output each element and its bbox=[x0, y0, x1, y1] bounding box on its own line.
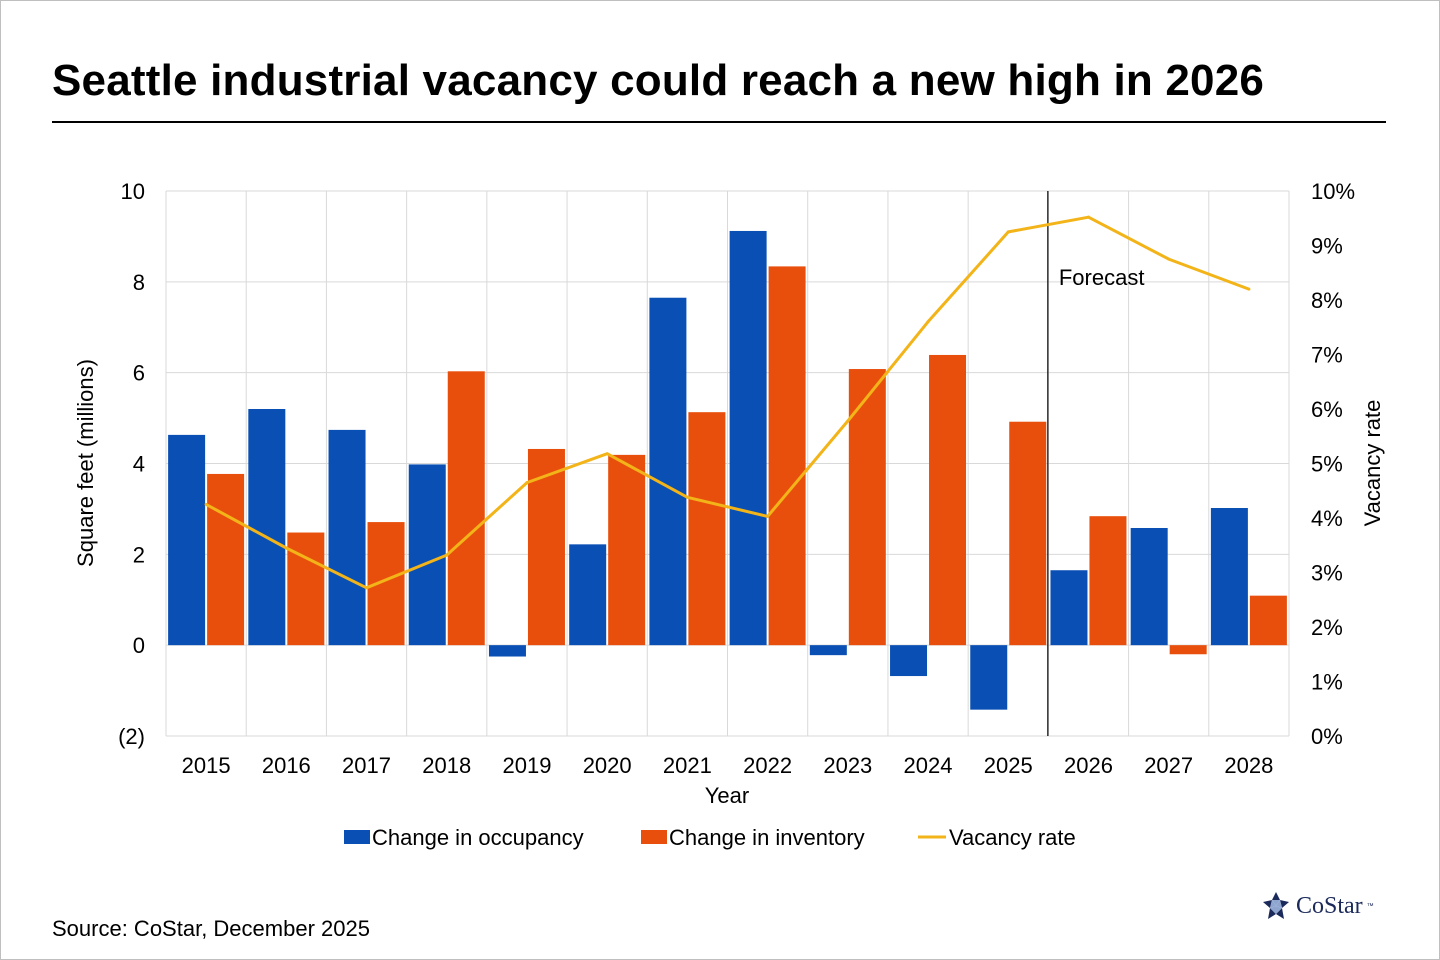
point-vacancy-2023 bbox=[846, 419, 850, 423]
bar-occupancy-2018 bbox=[408, 464, 446, 646]
y2-tick-label: 4% bbox=[1311, 506, 1343, 531]
bar-occupancy-2023 bbox=[809, 645, 847, 656]
bar-inventory-2026 bbox=[1089, 516, 1127, 646]
bar-inventory-2021 bbox=[688, 412, 726, 646]
bar-inventory-2019 bbox=[527, 448, 565, 646]
bar-inventory-2023 bbox=[848, 369, 886, 646]
y-tick-label: 2 bbox=[133, 542, 145, 567]
point-vacancy-2020 bbox=[605, 452, 609, 456]
y2-axis-title: Vacancy rate bbox=[1360, 400, 1385, 527]
forecast-label: Forecast bbox=[1059, 265, 1145, 290]
bar-inventory-2015 bbox=[207, 473, 245, 646]
y2-tick-label: 7% bbox=[1311, 343, 1343, 368]
bar-inventory-2020 bbox=[608, 454, 646, 646]
title-divider bbox=[52, 121, 1386, 123]
y2-tick-label: 5% bbox=[1311, 452, 1343, 477]
bar-inventory-2027 bbox=[1169, 645, 1207, 655]
x-axis-title: Year bbox=[705, 783, 749, 808]
y2-tick-label: 9% bbox=[1311, 234, 1343, 259]
bar-inventory-2028 bbox=[1249, 595, 1287, 646]
x-tick-label-2021: 2021 bbox=[663, 753, 712, 778]
y2-tick-label: 1% bbox=[1311, 670, 1343, 695]
costar-star-icon bbox=[1263, 892, 1289, 919]
bar-occupancy-2024 bbox=[890, 645, 928, 677]
point-vacancy-2028 bbox=[1247, 287, 1251, 291]
x-tick-label-2028: 2028 bbox=[1224, 753, 1273, 778]
point-vacancy-2027 bbox=[1167, 257, 1171, 261]
point-vacancy-2026 bbox=[1086, 215, 1090, 219]
line-vacancy-rate bbox=[205, 215, 1250, 590]
legend-label-inventory: Change in inventory bbox=[669, 825, 865, 850]
x-tick-label-2026: 2026 bbox=[1064, 753, 1113, 778]
y-tick-label: 6 bbox=[133, 361, 145, 386]
y-axis-title: Square feet (millions) bbox=[73, 359, 98, 567]
y2-tick-label: 0% bbox=[1311, 724, 1343, 749]
bar-inventory-2022 bbox=[768, 266, 806, 646]
bar-occupancy-2026 bbox=[1050, 570, 1088, 646]
costar-logo: CoStar ™ bbox=[1260, 890, 1374, 922]
bar-occupancy-2020 bbox=[569, 544, 607, 646]
x-tick-label-2015: 2015 bbox=[182, 753, 231, 778]
bar-occupancy-2027 bbox=[1130, 527, 1168, 646]
y2-tick-label: 10% bbox=[1311, 179, 1355, 204]
bar-occupancy-2021 bbox=[649, 297, 687, 646]
y-tick-label: 10 bbox=[121, 179, 145, 204]
point-vacancy-2018 bbox=[445, 553, 449, 557]
point-vacancy-2019 bbox=[525, 481, 529, 485]
x-tick-label-2020: 2020 bbox=[583, 753, 632, 778]
legend-swatch-inventory bbox=[641, 830, 667, 844]
logo-tm: ™ bbox=[1366, 902, 1374, 910]
logo-text: CoStar bbox=[1296, 892, 1363, 919]
legend-label-occupancy: Change in occupancy bbox=[372, 825, 584, 850]
point-vacancy-2017 bbox=[365, 586, 369, 590]
bar-inventory-2024 bbox=[929, 354, 967, 646]
y2-tick-label: 6% bbox=[1311, 397, 1343, 422]
x-tick-label-2017: 2017 bbox=[342, 753, 391, 778]
x-tick-label-2023: 2023 bbox=[823, 753, 872, 778]
point-vacancy-2022 bbox=[766, 514, 770, 518]
point-vacancy-2024 bbox=[926, 320, 930, 324]
point-vacancy-2025 bbox=[1006, 230, 1010, 234]
x-tick-label-2016: 2016 bbox=[262, 753, 311, 778]
y-tick-label: 8 bbox=[133, 270, 145, 295]
bar-occupancy-2016 bbox=[248, 409, 286, 646]
bar-occupancy-2025 bbox=[970, 645, 1008, 710]
x-tick-label-2027: 2027 bbox=[1144, 753, 1193, 778]
bar-occupancy-2022 bbox=[729, 230, 767, 646]
bar-inventory-2018 bbox=[447, 371, 485, 646]
bar-occupancy-2017 bbox=[328, 429, 366, 646]
y2-tick-label: 8% bbox=[1311, 288, 1343, 313]
x-tick-label-2019: 2019 bbox=[502, 753, 551, 778]
y-tick-label: (2) bbox=[118, 724, 145, 749]
legend-label-vacancy: Vacancy rate bbox=[949, 825, 1076, 850]
y-tick-label: 4 bbox=[133, 452, 145, 477]
chart-title: Seattle industrial vacancy could reach a… bbox=[52, 56, 1265, 105]
bar-inventory-2016 bbox=[287, 532, 325, 646]
point-vacancy-2016 bbox=[284, 546, 288, 550]
legend-swatch-occupancy bbox=[344, 830, 370, 844]
x-tick-label-2025: 2025 bbox=[984, 753, 1033, 778]
bar-inventory-2025 bbox=[1009, 421, 1047, 646]
bar-occupancy-2019 bbox=[488, 645, 526, 657]
x-tick-label-2022: 2022 bbox=[743, 753, 792, 778]
bar-occupancy-2028 bbox=[1210, 508, 1248, 646]
x-tick-label-2024: 2024 bbox=[904, 753, 953, 778]
x-tick-label-2018: 2018 bbox=[422, 753, 471, 778]
y2-tick-label: 2% bbox=[1311, 615, 1343, 640]
point-vacancy-2015 bbox=[204, 502, 208, 506]
point-vacancy-2021 bbox=[685, 495, 689, 499]
y2-tick-label: 3% bbox=[1311, 561, 1343, 586]
y-tick-label: 0 bbox=[133, 633, 145, 658]
source-note: Source: CoStar, December 2025 bbox=[52, 916, 370, 941]
bar-occupancy-2015 bbox=[168, 434, 206, 646]
